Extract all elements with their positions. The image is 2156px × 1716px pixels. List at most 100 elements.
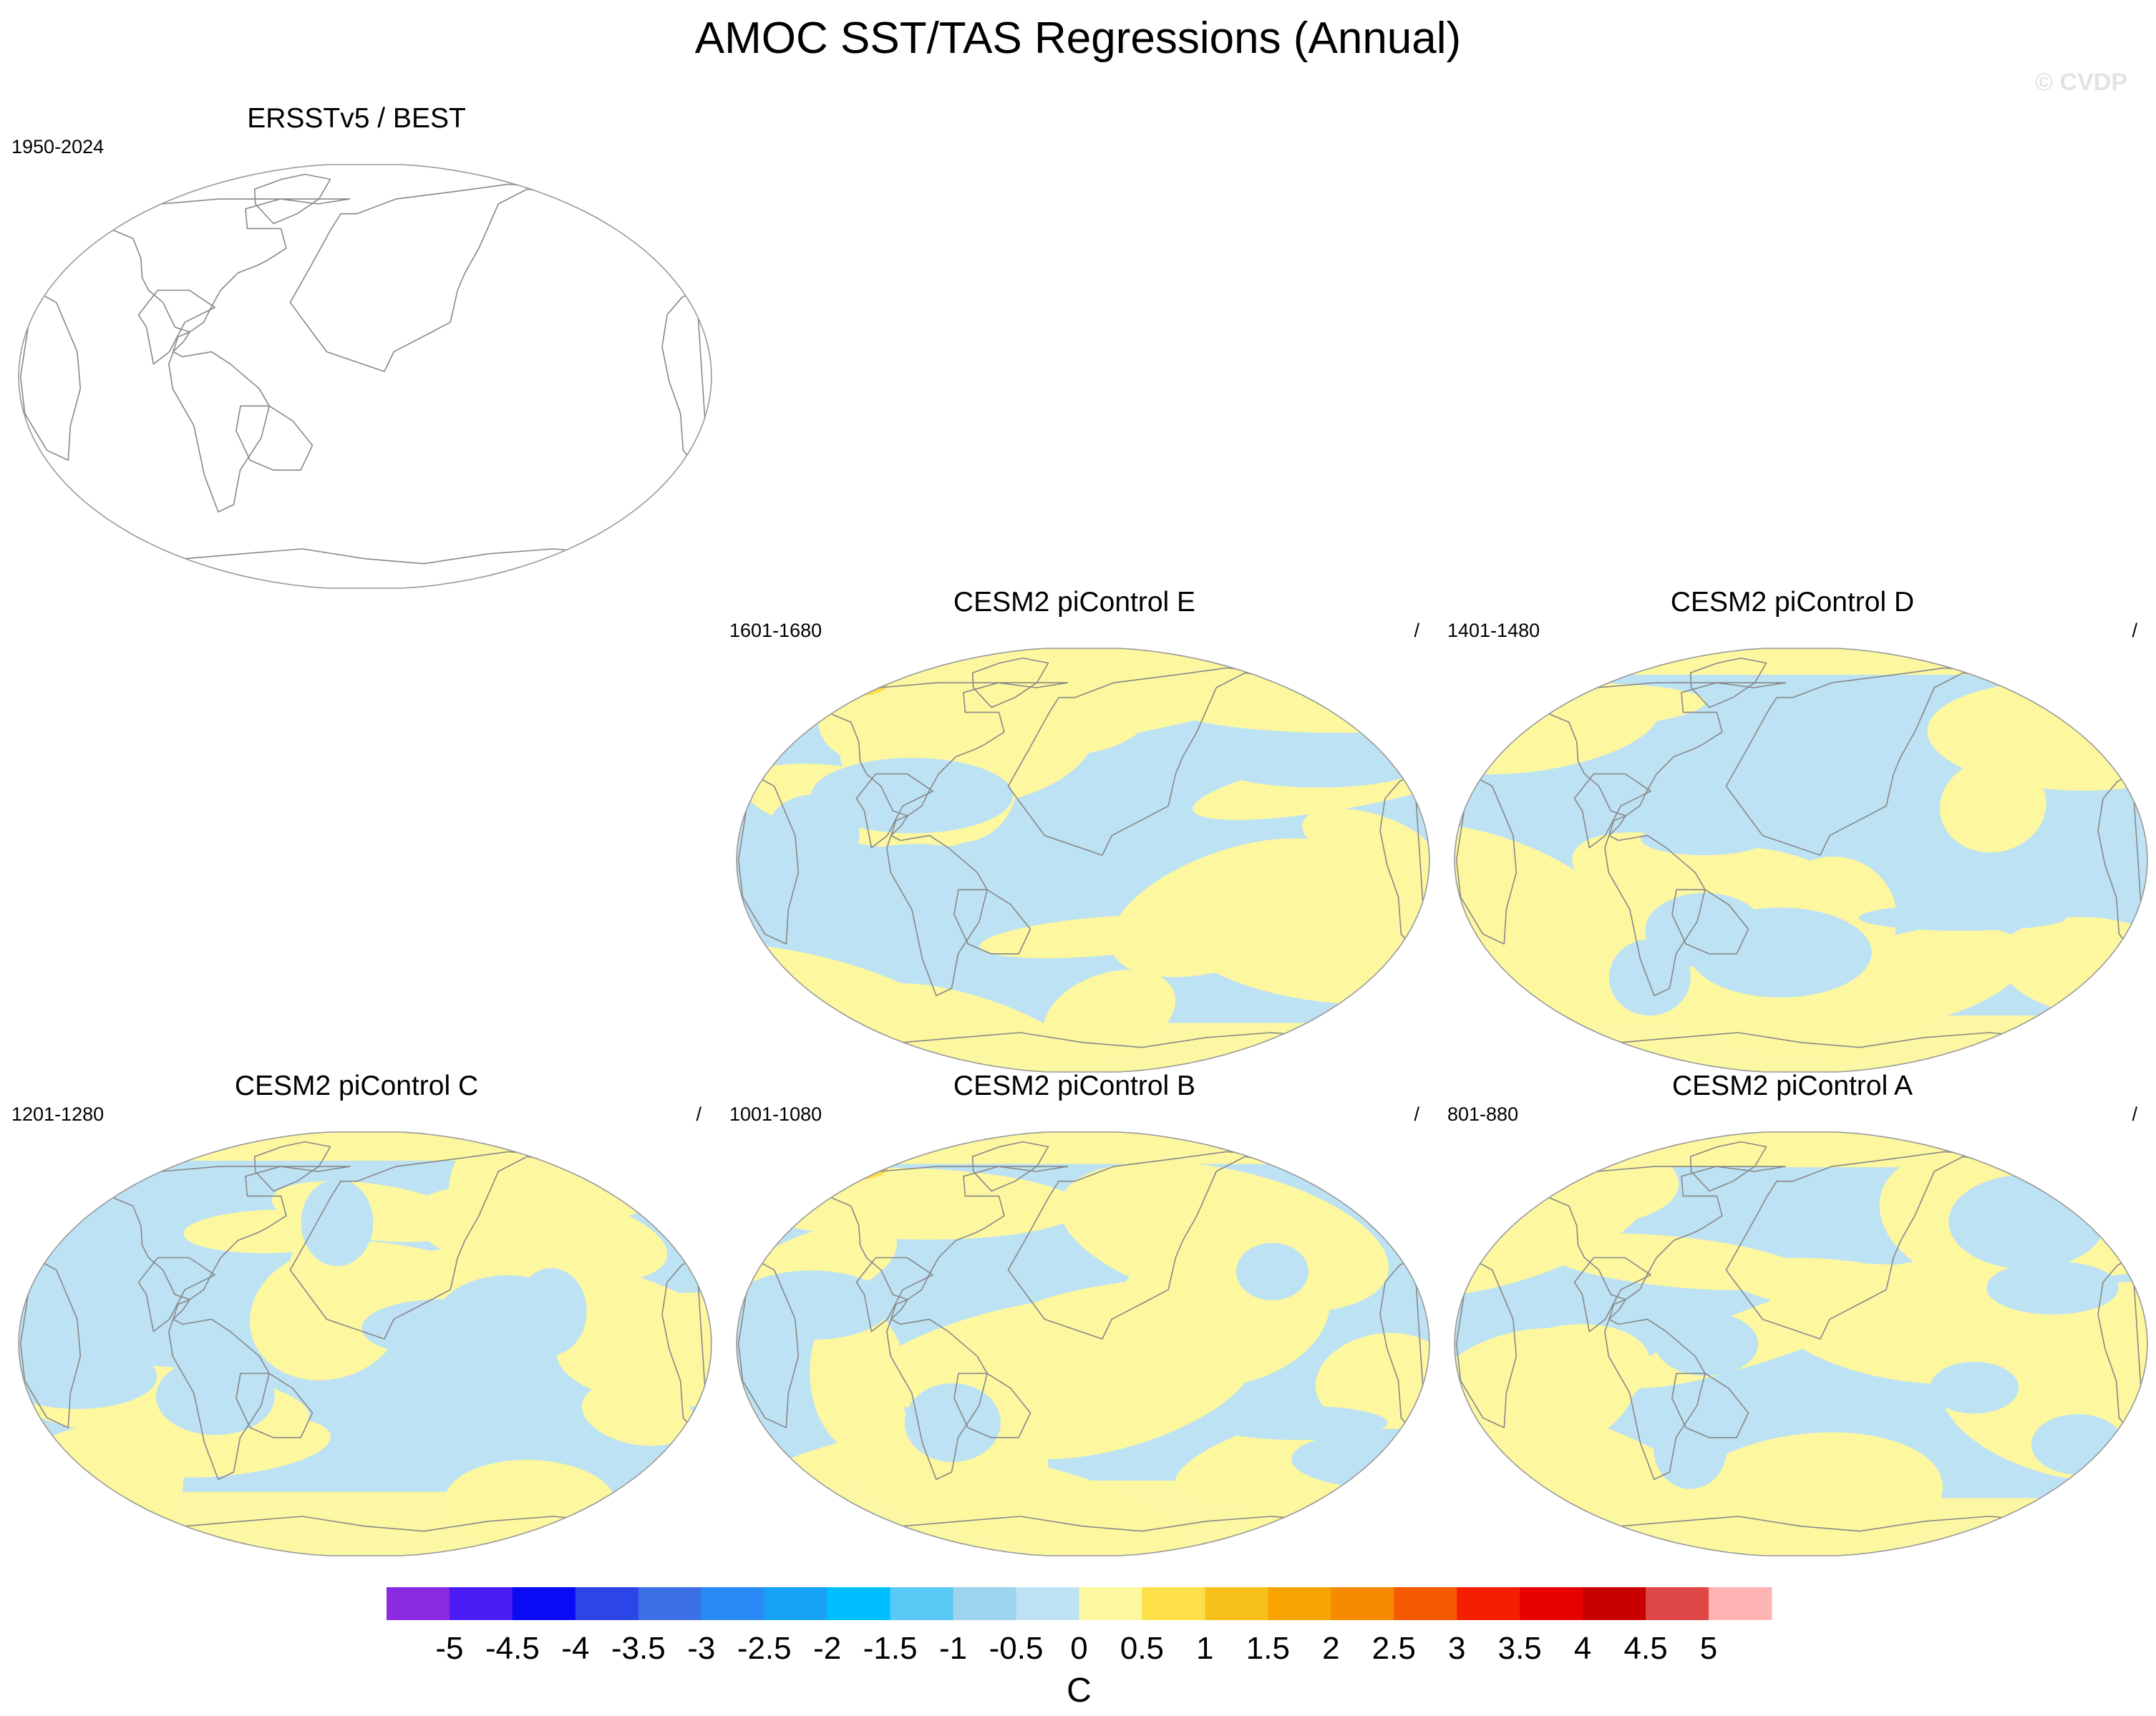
negative-anomaly: [1654, 1408, 1727, 1489]
colorbar-swatch: [1583, 1587, 1646, 1620]
panel-e: CESM2 piControl E 1601-1680 /: [718, 587, 1431, 1073]
negative-anomaly: [1948, 1174, 2105, 1269]
panel-d: CESM2 piControl D 1401-1480 /: [1436, 587, 2149, 1073]
colorbar-tick-label: 1: [1196, 1631, 1213, 1666]
positive-anomaly: [556, 1292, 712, 1407]
colorbar-swatch: [449, 1587, 513, 1620]
page-title: AMOC SST/TAS Regressions (Annual): [694, 14, 1462, 63]
coastline: [173, 1299, 190, 1320]
panel-slash: /: [2132, 620, 2137, 641]
negative-anomaly: [737, 1270, 891, 1340]
colorbar-tick-label: 4.5: [1624, 1631, 1668, 1666]
panel-years: 1001-1080: [729, 1103, 822, 1125]
coastline: [19, 1257, 82, 1428]
coastline: [77, 543, 649, 588]
coastline: [289, 183, 693, 372]
colorbar-tick-label: 3.5: [1498, 1631, 1542, 1666]
coastline: [253, 173, 331, 225]
negative-anomaly: [1689, 907, 1872, 998]
colorbar-tick-label: -0.5: [989, 1631, 1044, 1666]
colorbar-tick-label: -4.5: [485, 1631, 540, 1666]
panel-years: 1201-1280: [11, 1103, 105, 1125]
colorbar-tick-label: -2: [813, 1631, 841, 1666]
positive-anomaly: [1055, 1312, 1163, 1432]
coastline: [890, 1299, 908, 1320]
coastline: [168, 1318, 270, 1481]
colorbar-swatch: [890, 1587, 954, 1620]
panel-slash: /: [1414, 620, 1419, 641]
colorbar-swatch: [1079, 1587, 1142, 1620]
negative-anomaly: [1641, 823, 1768, 855]
panel-title: CESM2 piControl D: [1670, 587, 1915, 618]
panel-years: 1601-1680: [729, 620, 822, 641]
panel-years: 801-880: [1447, 1103, 1519, 1125]
negative-anomaly: [1207, 1405, 1388, 1440]
watermark: © CVDP: [2035, 69, 2127, 96]
coastline: [855, 773, 933, 849]
world-map: [1454, 648, 2148, 1073]
colorbar-swatch: [512, 1587, 576, 1620]
map-border: [1454, 648, 2148, 1073]
map-border: [736, 1131, 1430, 1556]
colorbar-swatch: [575, 1587, 639, 1620]
positive-anomaly: [1455, 1015, 2147, 1072]
coastline: [953, 889, 1031, 955]
coastline: [1573, 1257, 1651, 1332]
strong-positive-anomaly: [831, 670, 889, 696]
colorbar-tick-label: 3: [1448, 1631, 1465, 1666]
colorbar-swatch: [827, 1587, 891, 1620]
coastline: [890, 815, 908, 837]
positive-anomaly: [1455, 648, 2147, 675]
colorbar-swatch: [638, 1587, 702, 1620]
negative-anomaly: [434, 1275, 581, 1368]
world-map: [736, 648, 1430, 1073]
panel-title: CESM2 piControl C: [234, 1071, 479, 1101]
coastline: [235, 1373, 314, 1438]
coastline: [971, 657, 1049, 708]
coastline: [953, 1373, 1031, 1438]
positive-anomaly: [1540, 1233, 1808, 1290]
negative-anomaly: [1215, 744, 1421, 788]
coastline: [39, 203, 115, 279]
coastline: [253, 1141, 331, 1192]
colorbar-tick-label: 4: [1574, 1631, 1591, 1666]
negative-anomaly: [2031, 1414, 2125, 1475]
coastline: [1689, 657, 1767, 708]
coastline: [886, 1318, 988, 1481]
colorbar-tick-label: -1: [939, 1631, 967, 1666]
map-border: [18, 1131, 712, 1556]
coastline: [1671, 889, 1749, 955]
colorbar-swatch: [1268, 1587, 1331, 1620]
colorbar-swatch: [1016, 1587, 1079, 1620]
coastline: [1573, 773, 1651, 849]
negative-anomaly: [301, 1179, 374, 1267]
colorbar-tick-label: -2.5: [737, 1631, 792, 1666]
colorbar-tick-label: 1.5: [1246, 1631, 1290, 1666]
panel-years: 1401-1480: [1447, 620, 1540, 641]
world-map: [18, 1131, 712, 1556]
map-border: [18, 164, 712, 589]
panel-title: CESM2 piControl B: [953, 1071, 1196, 1101]
colorbar-tick-label: -3: [687, 1631, 715, 1666]
colorbar-tick-label: 2: [1322, 1631, 1339, 1666]
panel-title: CESM2 piControl A: [1672, 1071, 1913, 1101]
positive-anomaly: [19, 1491, 712, 1556]
coastline: [795, 1027, 1366, 1072]
colorbar-tick-label: 2.5: [1372, 1631, 1416, 1666]
coastline: [661, 289, 706, 461]
coastline: [19, 289, 82, 461]
panel-a: CESM2 piControl A 801-880 /: [1436, 1071, 2149, 1557]
coastline: [1608, 1299, 1626, 1320]
negative-anomaly: [1655, 1312, 1759, 1376]
colorbar-tick-label: -5: [435, 1631, 463, 1666]
coastline: [1608, 815, 1626, 837]
positive-anomaly: [1302, 808, 1429, 874]
world-map: [736, 1131, 1430, 1556]
colorbar-swatch: [1205, 1587, 1268, 1620]
colorbar-swatch: [1331, 1587, 1394, 1620]
coastline: [971, 1141, 1049, 1192]
coastline: [77, 1511, 649, 1556]
positive-anomaly: [737, 1481, 1429, 1556]
negative-anomaly: [1858, 904, 2067, 931]
coastline: [137, 289, 215, 365]
